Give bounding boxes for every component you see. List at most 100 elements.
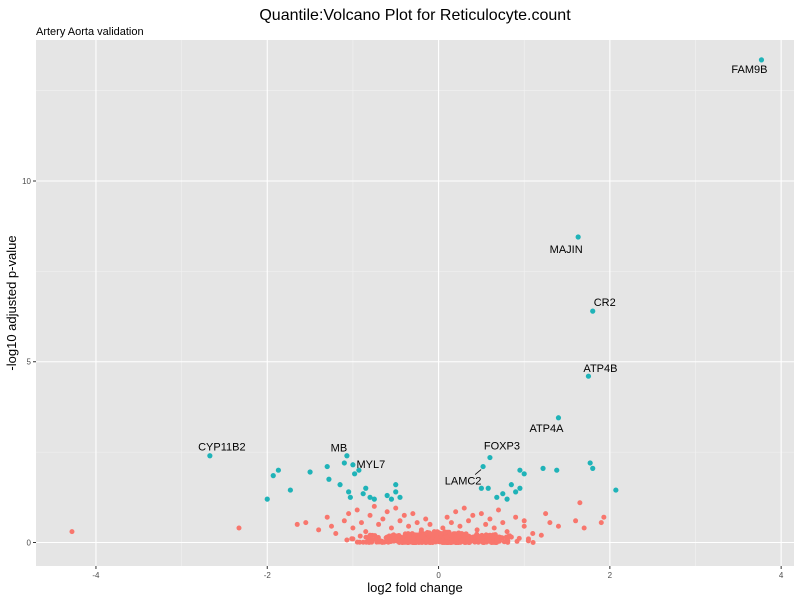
point-not-significant xyxy=(453,536,459,542)
point-not-significant xyxy=(440,525,446,531)
point-not-significant xyxy=(419,534,425,540)
point-significant xyxy=(384,492,390,499)
point-significant xyxy=(337,482,343,488)
point-significant xyxy=(487,454,493,461)
point-not-significant xyxy=(358,520,364,526)
point-significant xyxy=(393,482,399,488)
point-significant xyxy=(613,487,619,493)
point-not-significant xyxy=(496,507,502,513)
gene-label-myl7: MYL7 xyxy=(357,459,386,471)
point-not-significant xyxy=(366,536,372,542)
y-tick-label: 5 xyxy=(27,358,32,367)
point-not-significant xyxy=(354,539,360,545)
point-not-significant xyxy=(555,523,561,529)
point-significant xyxy=(555,415,562,421)
point-not-significant xyxy=(357,533,363,539)
point-significant xyxy=(307,469,313,475)
point-not-significant xyxy=(416,538,422,544)
point-not-significant xyxy=(303,520,309,526)
gene-label-cr2: CR2 xyxy=(594,297,616,309)
point-not-significant xyxy=(577,500,583,506)
point-not-significant xyxy=(448,539,454,545)
point-not-significant xyxy=(350,536,356,542)
point-significant xyxy=(575,234,581,240)
point-not-significant xyxy=(499,535,505,541)
point-not-significant xyxy=(396,532,402,538)
point-significant xyxy=(517,485,523,491)
point-significant xyxy=(517,467,523,473)
point-significant xyxy=(363,485,369,491)
point-not-significant xyxy=(494,538,500,544)
point-not-significant xyxy=(316,527,322,533)
point-significant xyxy=(585,373,592,379)
gene-label-mb: MB xyxy=(331,443,348,455)
point-significant xyxy=(540,465,546,471)
chart-title: Quantile:Volcano Plot for Reticulocyte.c… xyxy=(259,7,571,24)
gene-labels: FAM9B MAJIN CR2 ATP4B ATP4A CYP11B2 MB MYL7 FOXP… xyxy=(198,64,767,488)
point-not-significant xyxy=(474,527,480,533)
gene-label-lamc2: LAMC2 xyxy=(445,476,482,488)
point-not-significant xyxy=(371,503,377,509)
point-significant xyxy=(207,453,213,459)
gene-label-cyp11b2: CYP11B2 xyxy=(198,442,246,454)
point-not-significant xyxy=(525,536,531,542)
point-not-significant xyxy=(483,521,489,527)
gene-label-foxp3: FOXP3 xyxy=(484,441,520,453)
point-not-significant xyxy=(491,525,497,531)
point-not-significant xyxy=(573,518,579,524)
point-not-significant xyxy=(460,537,466,543)
point-significant xyxy=(504,496,510,502)
point-not-significant xyxy=(513,514,519,520)
point-significant xyxy=(393,489,399,495)
point-not-significant xyxy=(431,529,437,535)
point-not-significant xyxy=(427,521,433,527)
point-not-significant xyxy=(333,530,339,536)
chart-subtitle: Artery Aorta validation xyxy=(36,26,144,38)
point-not-significant xyxy=(436,538,442,544)
point-significant xyxy=(356,467,362,473)
point-not-significant xyxy=(494,534,500,540)
points-not-significant xyxy=(69,500,607,546)
point-not-significant xyxy=(384,534,390,540)
point-significant xyxy=(346,489,352,495)
point-not-significant xyxy=(530,530,536,536)
label-connector xyxy=(474,469,482,475)
point-not-significant xyxy=(398,539,404,545)
point-not-significant xyxy=(406,533,412,539)
point-not-significant xyxy=(344,537,350,543)
x-axis-label: log2 fold change xyxy=(367,580,462,595)
point-not-significant xyxy=(538,532,544,538)
point-not-significant xyxy=(504,529,510,535)
gene-label-atp4a: ATP4A xyxy=(529,423,564,435)
axis-ticks: -4 -2 0 2 4 0 5 10 xyxy=(22,177,784,580)
point-not-significant xyxy=(414,520,420,526)
x-tick-label: 4 xyxy=(779,571,784,580)
point-significant xyxy=(275,467,281,473)
point-significant xyxy=(352,471,358,477)
point-not-significant xyxy=(487,516,493,522)
point-not-significant xyxy=(389,533,395,539)
point-not-significant xyxy=(372,533,378,539)
point-significant xyxy=(485,485,491,491)
point-not-significant xyxy=(403,538,409,544)
point-not-significant xyxy=(372,536,378,542)
point-not-significant xyxy=(324,514,330,520)
grid-minor xyxy=(36,40,794,566)
point-not-significant xyxy=(521,523,527,529)
point-not-significant xyxy=(410,539,416,545)
point-not-significant xyxy=(598,520,604,526)
point-not-significant xyxy=(294,521,300,527)
point-not-significant xyxy=(376,521,382,527)
point-not-significant xyxy=(443,539,449,545)
point-not-significant xyxy=(456,530,462,536)
point-not-significant xyxy=(328,523,334,529)
plot-panel xyxy=(36,40,794,566)
point-significant xyxy=(347,494,353,500)
point-not-significant xyxy=(341,518,347,524)
point-not-significant xyxy=(465,536,471,542)
points-significant xyxy=(207,57,765,502)
x-tick-label: 2 xyxy=(608,571,613,580)
point-not-significant xyxy=(69,529,75,535)
point-significant xyxy=(587,460,593,466)
point-significant xyxy=(350,462,356,468)
